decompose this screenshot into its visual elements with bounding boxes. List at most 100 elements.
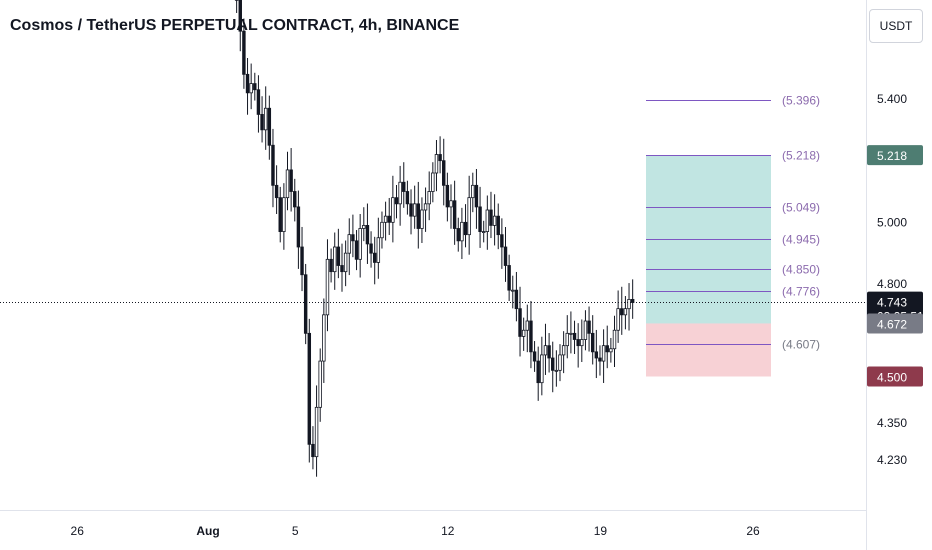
candle-body xyxy=(551,357,555,371)
candle-body xyxy=(394,197,399,205)
candle-body xyxy=(536,360,540,384)
candle-body xyxy=(289,169,293,192)
time-tick-label: 5 xyxy=(292,524,299,538)
level-label: (4.850) xyxy=(782,263,820,277)
candle-body xyxy=(471,184,475,199)
level-label: (4.776) xyxy=(782,285,820,299)
candle-body xyxy=(365,225,370,245)
candle-body xyxy=(314,406,319,458)
time-tick-label: 19 xyxy=(594,524,608,538)
candle-body xyxy=(300,246,304,276)
candle-body xyxy=(590,332,595,353)
candle-body xyxy=(322,314,326,362)
candle-body xyxy=(409,203,413,217)
price-tick-label: 4.800 xyxy=(877,277,907,291)
candle-body xyxy=(387,215,391,223)
candle-body xyxy=(380,221,384,239)
stop-zone[interactable] xyxy=(646,323,771,377)
level-label: (4.945) xyxy=(782,233,820,247)
candle-body xyxy=(445,184,450,208)
level-label: (4.607) xyxy=(782,338,820,352)
candle-body xyxy=(540,354,544,384)
candle-body xyxy=(325,258,330,316)
candle-body xyxy=(456,228,460,242)
candle-body xyxy=(412,203,417,217)
time-tick-label: 12 xyxy=(441,524,455,538)
candle-body xyxy=(311,443,315,458)
candle-body xyxy=(565,332,569,347)
candle-body xyxy=(616,308,620,331)
candle-body xyxy=(492,215,497,226)
candle-body xyxy=(245,73,250,94)
candle-body xyxy=(543,345,548,356)
stop-price-badge xyxy=(867,366,923,387)
entry-price-badge xyxy=(867,313,923,334)
time-tick-label: 26 xyxy=(746,524,760,538)
candle-body xyxy=(242,30,246,75)
candle-body xyxy=(263,107,268,131)
time-tick-label: Aug xyxy=(196,524,219,538)
candle-body xyxy=(271,144,275,186)
candle-body xyxy=(420,209,424,229)
chart-title: Cosmos / TetherUS PERPETUAL CONTRACT, 4h… xyxy=(10,17,460,34)
candle-body xyxy=(343,252,348,273)
candle-body xyxy=(427,191,431,205)
candle-body xyxy=(452,200,457,229)
candle-body xyxy=(503,246,508,266)
candle-body xyxy=(307,332,312,445)
price-tick-label: 5.400 xyxy=(877,92,907,106)
candle-body xyxy=(500,234,504,248)
currency-button[interactable]: USDT xyxy=(869,9,923,43)
candle-body xyxy=(478,206,482,232)
price-tick-label: 5.000 xyxy=(877,215,907,229)
target-price-badge xyxy=(867,145,923,166)
candle-body xyxy=(609,348,613,353)
level-label: (5.049) xyxy=(782,201,820,215)
candle-body xyxy=(372,252,377,263)
candle-body xyxy=(351,234,355,242)
candle-body xyxy=(511,289,515,292)
candle-body xyxy=(460,221,464,242)
candle-body xyxy=(612,329,617,350)
candle-body xyxy=(529,320,533,353)
candle-body xyxy=(587,320,591,334)
candle-body xyxy=(423,203,428,211)
candle-body xyxy=(358,228,362,260)
candle-body xyxy=(336,246,341,266)
candle-body xyxy=(434,154,439,174)
candle-body xyxy=(249,83,253,94)
stop-price-label: 4.500 xyxy=(877,371,907,385)
candle-body xyxy=(518,308,522,337)
candle-body xyxy=(376,237,381,263)
candle-body xyxy=(340,265,344,273)
price-tick-label: 4.230 xyxy=(877,453,907,467)
candle-body xyxy=(303,274,308,334)
candle-body xyxy=(463,221,468,236)
candle-body xyxy=(438,154,442,162)
candle-body xyxy=(554,369,559,372)
candle-body xyxy=(383,215,388,223)
candle-body xyxy=(285,169,290,199)
candle-body xyxy=(293,191,297,208)
candle-body xyxy=(398,181,402,205)
candle-body xyxy=(278,197,282,232)
candle-body xyxy=(267,107,272,146)
candle-body xyxy=(514,289,519,310)
candle-body xyxy=(431,172,435,192)
candle-body xyxy=(449,200,453,208)
candle-body xyxy=(558,354,562,371)
current-price-label: 4.743 xyxy=(877,296,907,310)
candle-body xyxy=(333,246,337,273)
candle-body xyxy=(630,299,635,303)
candle-body xyxy=(620,308,624,316)
entry-price-label: 4.672 xyxy=(877,317,907,331)
candle-body xyxy=(547,345,551,359)
level-label: (5.218) xyxy=(782,149,820,163)
candle-body xyxy=(561,345,566,356)
candle-body xyxy=(238,0,242,32)
candle-body xyxy=(347,234,351,254)
candle-body xyxy=(485,209,490,232)
candle-body xyxy=(576,339,580,347)
price-tick-label: 4.350 xyxy=(877,416,907,430)
